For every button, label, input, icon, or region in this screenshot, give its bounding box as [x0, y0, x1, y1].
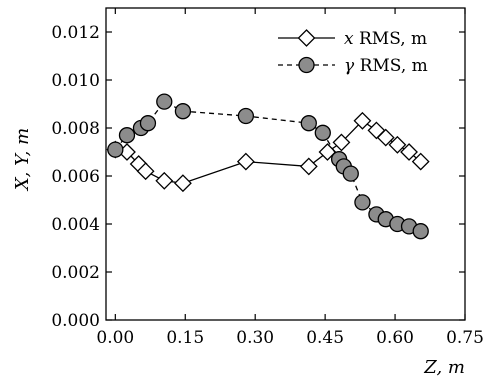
y-tick-label: 0.000 — [51, 311, 100, 331]
y-tick-label: 0.010 — [51, 71, 100, 91]
data-point-diamond — [155, 171, 174, 190]
data-point-circle — [139, 115, 157, 132]
x-tick-label: 0.45 — [306, 328, 344, 348]
data-point-circle — [107, 141, 124, 158]
plot-layer — [106, 93, 430, 240]
data-point-diamond — [388, 135, 407, 154]
x-tick-label: 0.15 — [166, 328, 204, 348]
legend-label: γ RMS, m — [344, 56, 428, 76]
legend: x RMS, mγ RMS, m — [278, 29, 428, 76]
legend-symbol: x — [344, 29, 354, 49]
data-point-diamond — [353, 111, 372, 130]
x-tick-label: 0.30 — [236, 328, 274, 348]
axes-layer: 0.00 0.15 0.30 0.45 0.60 0.75 0.000 0.002 0.004 0… — [12, 7, 484, 378]
plot-frame — [105, 7, 466, 321]
x-tick-label: 0.75 — [446, 328, 484, 348]
x-axis-label: Z, m — [423, 357, 465, 378]
y-tick-label: 0.002 — [51, 263, 100, 283]
series-x-rms — [106, 111, 430, 193]
data-point-circle — [342, 165, 359, 182]
data-point-circle — [174, 103, 192, 120]
series-gamma-rms — [107, 93, 429, 240]
data-point-diamond — [174, 174, 192, 193]
data-point-diamond — [411, 152, 430, 171]
data-point-circle — [412, 223, 429, 240]
legend-text-rest: RMS, m — [354, 56, 428, 76]
legend-marker — [297, 29, 316, 47]
y-tick-label: 0.012 — [51, 23, 100, 43]
data-point-circle — [314, 124, 331, 141]
y-tick-label: 0.008 — [51, 119, 100, 139]
data-point-circle — [300, 115, 317, 132]
data-point-diamond — [400, 143, 418, 161]
data-point-circle — [237, 107, 255, 125]
x-tick-label: 0.00 — [96, 328, 134, 348]
legend-entry: x RMS, m — [278, 29, 427, 49]
data-point-diamond — [236, 152, 255, 171]
data-point-circle — [156, 93, 173, 110]
data-point-diamond — [136, 162, 155, 181]
y-axis-label: X, Y, m — [12, 128, 33, 192]
data-point-diamond — [299, 157, 318, 176]
legend-text-rest: RMS, m — [354, 29, 428, 49]
legend-marker — [298, 56, 315, 74]
data-point-diamond — [376, 128, 395, 147]
data-point-diamond — [332, 133, 351, 152]
data-point-circle — [118, 127, 136, 144]
y-tick-label: 0.004 — [51, 215, 100, 235]
legend-symbol: γ — [344, 56, 355, 76]
legend-entry: γ RMS, m — [278, 56, 428, 76]
legend-label: x RMS, m — [344, 29, 427, 49]
x-tick-label: 0.60 — [376, 328, 414, 348]
y-tick-label: 0.006 — [51, 167, 100, 187]
data-point-circle — [354, 194, 371, 211]
